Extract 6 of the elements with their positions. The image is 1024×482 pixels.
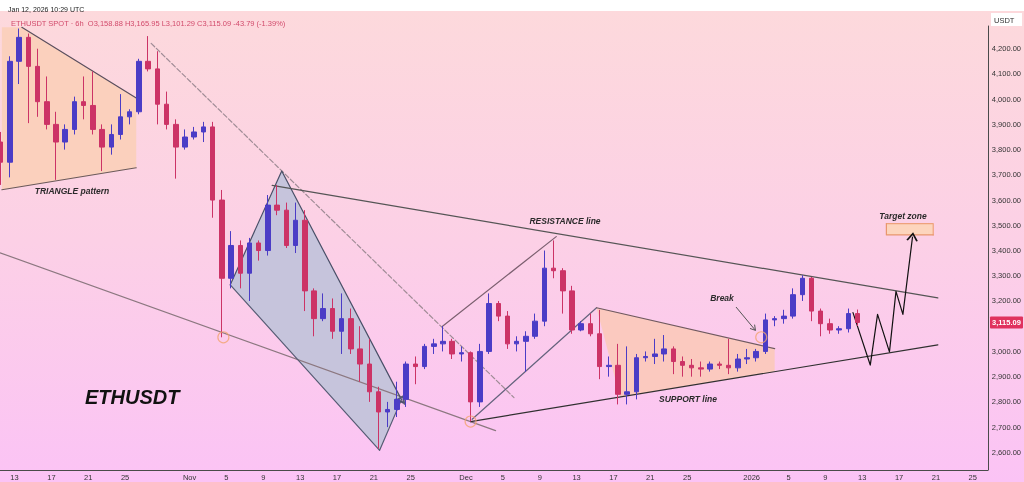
annotation: SUPPORT line <box>659 394 718 404</box>
annotation: TRIANGLE pattern <box>34 186 110 196</box>
annotation: ETHUSDT <box>85 386 182 408</box>
annotation: Break <box>710 293 736 303</box>
annotation: RESISTANCE line <box>529 216 601 226</box>
annotation: Target zone <box>879 211 927 221</box>
